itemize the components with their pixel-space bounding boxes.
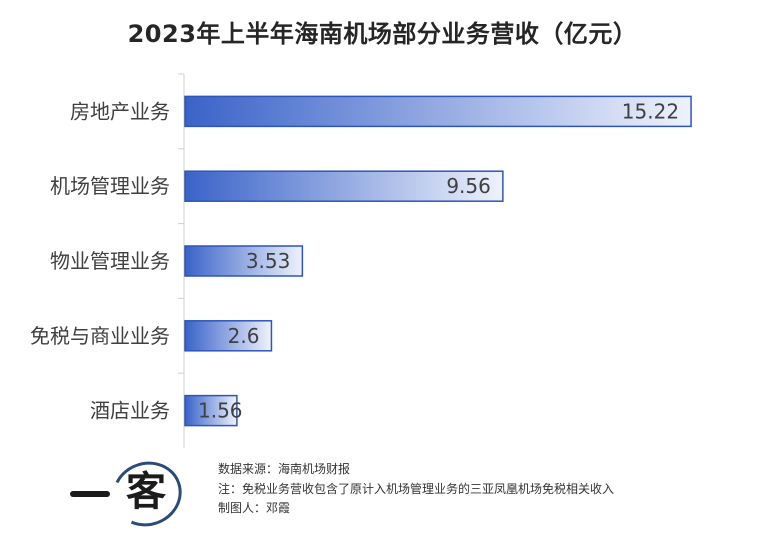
- bar: [184, 394, 238, 427]
- logo-character: 客: [126, 468, 166, 515]
- value-label: 1.56: [198, 399, 243, 423]
- category-label: 物业管理业务: [50, 249, 170, 273]
- footnote: 注：免税业务营收包含了原计入机场管理业务的三亚凤凰机场免税相关收入: [218, 481, 615, 496]
- bar: [184, 95, 692, 128]
- category-label: 机场管理业务: [50, 174, 170, 198]
- category-label: 免税与商业业务: [30, 324, 170, 348]
- data-source-note: 数据来源：海南机场财报: [218, 462, 351, 476]
- yike-logo: 客: [60, 451, 191, 537]
- value-label: 3.53: [246, 249, 291, 273]
- chart-footer: 数据来源：海南机场财报 注：免税业务营收包含了原计入机场管理业务的三亚凤凰机场免…: [218, 460, 614, 519]
- value-label: 15.22: [622, 99, 679, 123]
- bar: [184, 170, 504, 202]
- value-label: 9.56: [446, 174, 491, 198]
- bar: [184, 245, 304, 277]
- bar: [184, 320, 273, 352]
- author-credit: 制图人：邓霞: [218, 501, 291, 515]
- value-label: 2.6: [228, 324, 260, 348]
- category-label: 房地产业务: [70, 99, 170, 123]
- logo-dash-mark: [70, 491, 110, 497]
- category-label: 酒店业务: [90, 399, 170, 423]
- chart-title: 2023年上半年海南机场部分业务营收（亿元）: [127, 20, 638, 48]
